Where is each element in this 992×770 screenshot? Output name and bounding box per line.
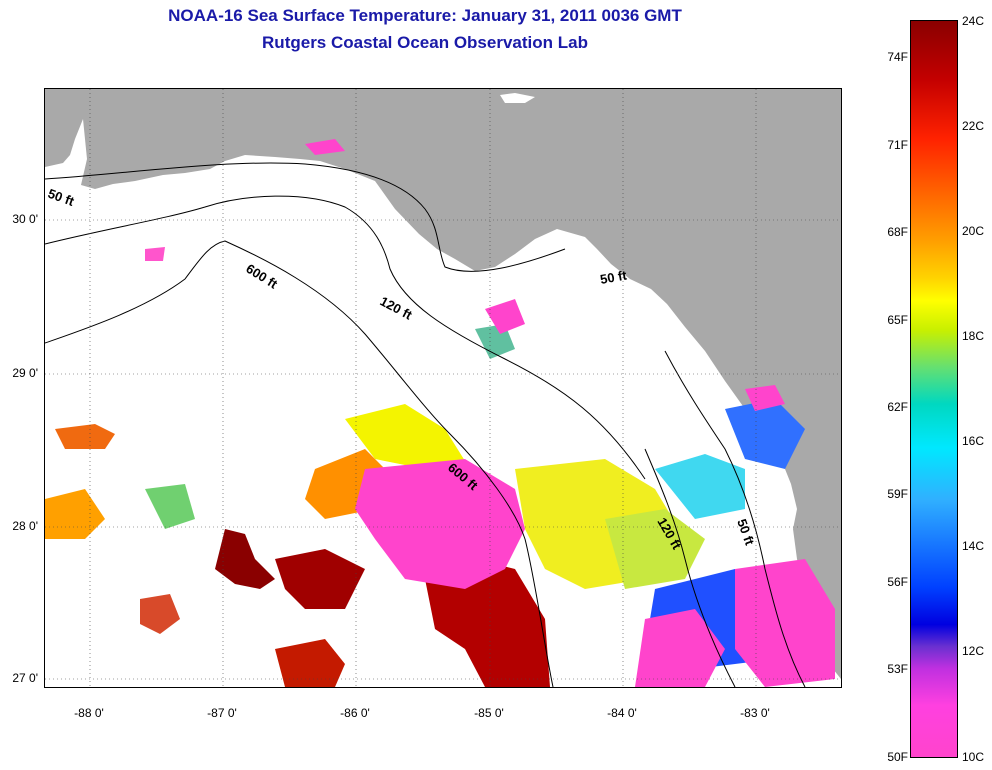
contour-600ft xyxy=(45,240,554,687)
colorbar-celsius-label: 14C xyxy=(962,539,985,553)
colorbar-fahrenheit-label: 74F xyxy=(887,50,908,64)
contour-label: 50 ft xyxy=(46,186,77,209)
colorbar-fahrenheit-label: 65F xyxy=(887,313,908,327)
colorbar-celsius-label: 16C xyxy=(962,434,985,448)
map-title: NOAA-16 Sea Surface Temperature: January… xyxy=(168,6,682,25)
longitude-label: -86 0' xyxy=(340,706,370,720)
contour-50ft-east xyxy=(664,350,806,687)
latitude-label: 27 0' xyxy=(12,671,38,685)
contour-50ft-north xyxy=(45,162,566,272)
land-mass xyxy=(45,89,841,679)
latitude-label: 28 0' xyxy=(12,519,38,533)
colorbar-celsius-label: 24C xyxy=(962,14,985,28)
longitude-label: -84 0' xyxy=(607,706,637,720)
longitude-label: -85 0' xyxy=(474,706,504,720)
colorbar-fahrenheit-label: 53F xyxy=(887,662,908,676)
contour-120ft xyxy=(45,195,646,480)
contour-label: 50 ft xyxy=(734,517,757,548)
latitude-label: 30 0' xyxy=(12,212,38,226)
longitude-label: -83 0' xyxy=(740,706,770,720)
sst-data-layer xyxy=(45,139,835,687)
map-subtitle: Rutgers Coastal Ocean Observation Lab xyxy=(262,33,588,52)
colorbar-fahrenheit-label: 71F xyxy=(887,138,908,152)
depth-contours xyxy=(45,162,806,687)
longitude-label: -87 0' xyxy=(207,706,237,720)
longitude-label: -88 0' xyxy=(74,706,104,720)
colorbar-celsius-label: 18C xyxy=(962,329,985,343)
sst-map[interactable]: 50 ft 600 ft 120 ft 50 ft 600 ft 120 ft … xyxy=(44,88,842,688)
colorbar-fahrenheit-label: 68F xyxy=(887,225,908,239)
colorbar-celsius-label: 10C xyxy=(962,750,985,764)
colorbar-fahrenheit-label: 59F xyxy=(887,487,908,501)
colorbar-celsius-label: 22C xyxy=(962,119,985,133)
colorbar-celsius-label: 12C xyxy=(962,644,985,658)
contour-label: 50 ft xyxy=(599,267,629,287)
lat-lon-grid xyxy=(45,89,841,687)
colorbar-fahrenheit-label: 56F xyxy=(887,575,908,589)
colorbar-fahrenheit-label: 62F xyxy=(887,400,908,414)
colorbar-celsius-label: 20C xyxy=(962,224,985,238)
latitude-label: 29 0' xyxy=(12,366,38,380)
colorbar-fahrenheit-label: 50F xyxy=(887,750,908,764)
temperature-colorbar xyxy=(910,20,958,758)
